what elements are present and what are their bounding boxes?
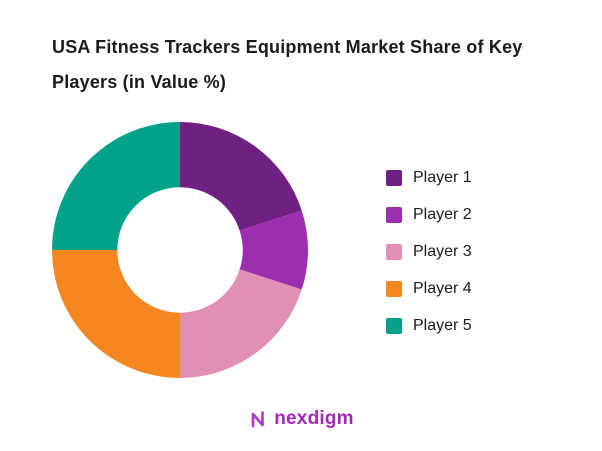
nexdigm-logo-icon [251, 411, 265, 428]
legend-label: Player 5 [413, 317, 472, 334]
donut-slice-player-2 [239, 210, 308, 290]
legend-swatch [386, 281, 402, 297]
legend-swatch [386, 318, 402, 334]
legend: Player 1 Player 2 Player 3 Player 4 Player 5 [386, 167, 472, 337]
donut-slice-player-1 [180, 122, 302, 231]
logo-text: nexdigm [274, 408, 354, 429]
legend-item-1: Player 1 [386, 167, 472, 189]
legend-label: Player 1 [413, 169, 472, 186]
legend-label: Player 3 [413, 243, 472, 260]
donut-slice-player-5 [52, 122, 180, 250]
chart-title: USA Fitness Trackers Equipment Market Sh… [52, 37, 523, 93]
donut-slice-player-3 [180, 269, 302, 378]
legend-label: Player 4 [413, 280, 472, 297]
brand-footer: nexdigm [0, 407, 602, 431]
donut-chart-svg [52, 122, 308, 378]
legend-swatch [386, 244, 402, 260]
legend-label: Player 2 [413, 206, 472, 223]
legend-swatch [386, 207, 402, 223]
legend-item-5: Player 5 [386, 315, 472, 337]
legend-item-4: Player 4 [386, 278, 472, 300]
donut-chart [50, 120, 310, 380]
donut-slice-player-4 [52, 250, 180, 378]
legend-swatch [386, 170, 402, 186]
legend-item-2: Player 2 [386, 204, 472, 226]
legend-item-3: Player 3 [386, 241, 472, 263]
